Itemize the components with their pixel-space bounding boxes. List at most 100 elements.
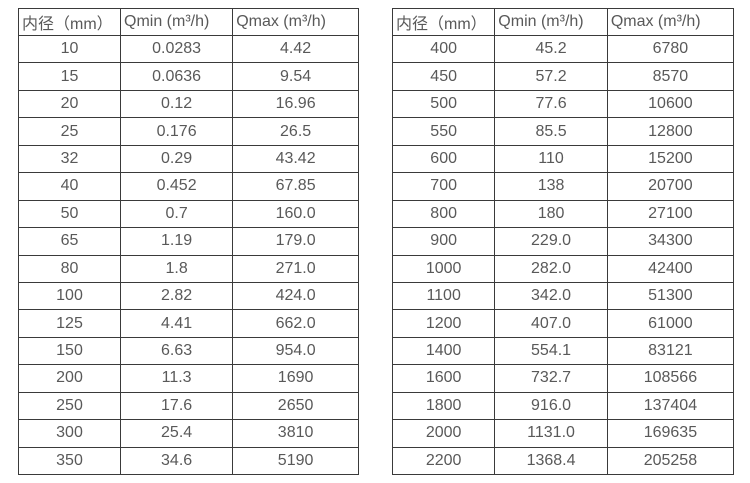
cell-diameter: 200 xyxy=(18,364,121,393)
header-qmax: Qmax (m³/h) xyxy=(232,8,359,36)
cell-diameter: 65 xyxy=(18,227,121,256)
cell-qmax: 42400 xyxy=(606,254,735,283)
cell-qmin: 1.19 xyxy=(119,227,234,256)
cell-diameter: 125 xyxy=(18,309,121,338)
cell-diameter: 1400 xyxy=(391,336,496,366)
cell-qmax: 662.0 xyxy=(232,309,359,338)
cell-qmin: 229.0 xyxy=(494,227,608,256)
cell-qmax: 34300 xyxy=(606,227,735,256)
header-qmin: Qmin (m³/h) xyxy=(119,8,234,36)
cell-qmin: 407.0 xyxy=(494,309,608,338)
cell-qmax: 67.85 xyxy=(232,172,359,201)
table-row: 150 6.63 954.0 xyxy=(18,336,359,366)
cell-diameter: 150 xyxy=(18,336,121,366)
cell-qmax: 954.0 xyxy=(232,336,359,366)
table-row: 1400 554.1 83121 xyxy=(391,336,735,366)
cell-qmax: 271.0 xyxy=(232,254,359,283)
table-row: 1000 282.0 42400 xyxy=(391,254,735,283)
cell-qmin: 2.82 xyxy=(119,281,234,311)
cell-diameter: 50 xyxy=(18,199,121,229)
cell-qmax: 51300 xyxy=(606,281,735,311)
cell-qmin: 34.6 xyxy=(119,446,234,476)
table-row: 200 11.3 1690 xyxy=(18,364,359,393)
header-row: 内径（mm） Qmin (m³/h) Qmax (m³/h) xyxy=(18,8,359,36)
cell-qmax: 16.96 xyxy=(232,89,359,119)
cell-qmax: 3810 xyxy=(232,419,359,448)
cell-qmin: 11.3 xyxy=(119,364,234,393)
cell-qmax: 20700 xyxy=(606,172,735,201)
spec-table-small-diameters: 内径（mm） Qmin (m³/h) Qmax (m³/h) 10 0.0283 4… xyxy=(18,8,359,476)
cell-diameter: 300 xyxy=(18,419,121,448)
table-row: 100 2.82 424.0 xyxy=(18,281,359,311)
cell-qmin: 0.452 xyxy=(119,172,234,201)
header-diameter: 内径（mm） xyxy=(18,8,121,36)
table-row: 80 1.8 271.0 xyxy=(18,254,359,283)
table-row: 900 229.0 34300 xyxy=(391,227,735,256)
cell-qmin: 342.0 xyxy=(494,281,608,311)
cell-diameter: 700 xyxy=(391,172,496,201)
table-row: 600 110 15200 xyxy=(391,144,735,174)
cell-qmax: 83121 xyxy=(606,336,735,366)
cell-qmax: 43.42 xyxy=(232,144,359,174)
table-row: 65 1.19 179.0 xyxy=(18,227,359,256)
cell-diameter: 1800 xyxy=(391,391,496,421)
cell-qmax: 2650 xyxy=(232,391,359,421)
table-row: 20 0.12 16.96 xyxy=(18,89,359,119)
cell-qmin: 1368.4 xyxy=(494,446,608,476)
cell-qmax: 160.0 xyxy=(232,199,359,229)
cell-qmin: 6.63 xyxy=(119,336,234,366)
cell-qmax: 179.0 xyxy=(232,227,359,256)
table-row: 2200 1368.4 205258 xyxy=(391,446,735,476)
table-row: 10 0.0283 4.42 xyxy=(18,34,359,64)
table-row: 1800 916.0 137404 xyxy=(391,391,735,421)
cell-diameter: 1000 xyxy=(391,254,496,283)
cell-qmax: 10600 xyxy=(606,89,735,119)
cell-qmin: 57.2 xyxy=(494,62,608,91)
cell-diameter: 40 xyxy=(18,172,121,201)
cell-qmax: 5190 xyxy=(232,446,359,476)
cell-qmax: 9.54 xyxy=(232,62,359,91)
cell-diameter: 800 xyxy=(391,199,496,229)
cell-qmin: 45.2 xyxy=(494,34,608,64)
cell-diameter: 600 xyxy=(391,144,496,174)
table-row: 800 180 27100 xyxy=(391,199,735,229)
cell-qmin: 180 xyxy=(494,199,608,229)
cell-qmin: 1131.0 xyxy=(494,419,608,448)
cell-qmin: 282.0 xyxy=(494,254,608,283)
cell-qmin: 0.0283 xyxy=(119,34,234,64)
table-row: 32 0.29 43.42 xyxy=(18,144,359,174)
cell-diameter: 80 xyxy=(18,254,121,283)
cell-qmax: 61000 xyxy=(606,309,735,338)
table-row: 700 138 20700 xyxy=(391,172,735,201)
cell-qmax: 1690 xyxy=(232,364,359,393)
cell-diameter: 32 xyxy=(18,144,121,174)
spec-table-large-diameters: 内径（mm） Qmin (m³/h) Qmax (m³/h) 400 45.2 67… xyxy=(391,8,735,476)
table-row: 250 17.6 2650 xyxy=(18,391,359,421)
cell-qmax: 12800 xyxy=(606,117,735,146)
cell-qmax: 205258 xyxy=(606,446,735,476)
table-row: 500 77.6 10600 xyxy=(391,89,735,119)
table-row: 550 85.5 12800 xyxy=(391,117,735,146)
cell-qmin: 138 xyxy=(494,172,608,201)
cell-qmax: 6780 xyxy=(606,34,735,64)
cell-qmin: 110 xyxy=(494,144,608,174)
cell-qmin: 85.5 xyxy=(494,117,608,146)
cell-diameter: 15 xyxy=(18,62,121,91)
table-body: 10 0.0283 4.42 15 0.0636 9.54 20 0.12 16.96 25 0.1… xyxy=(18,34,359,476)
cell-qmin: 916.0 xyxy=(494,391,608,421)
cell-qmin: 0.7 xyxy=(119,199,234,229)
cell-qmax: 27100 xyxy=(606,199,735,229)
cell-diameter: 350 xyxy=(18,446,121,476)
table-row: 1200 407.0 61000 xyxy=(391,309,735,338)
cell-qmin: 25.4 xyxy=(119,419,234,448)
cell-diameter: 20 xyxy=(18,89,121,119)
cell-qmin: 732.7 xyxy=(494,364,608,393)
cell-qmin: 554.1 xyxy=(494,336,608,366)
cell-qmin: 4.41 xyxy=(119,309,234,338)
header-diameter: 内径（mm） xyxy=(391,8,496,36)
cell-qmin: 0.176 xyxy=(119,117,234,146)
table-row: 2000 1131.0 169635 xyxy=(391,419,735,448)
cell-qmin: 77.6 xyxy=(494,89,608,119)
cell-diameter: 900 xyxy=(391,227,496,256)
table-row: 450 57.2 8570 xyxy=(391,62,735,91)
